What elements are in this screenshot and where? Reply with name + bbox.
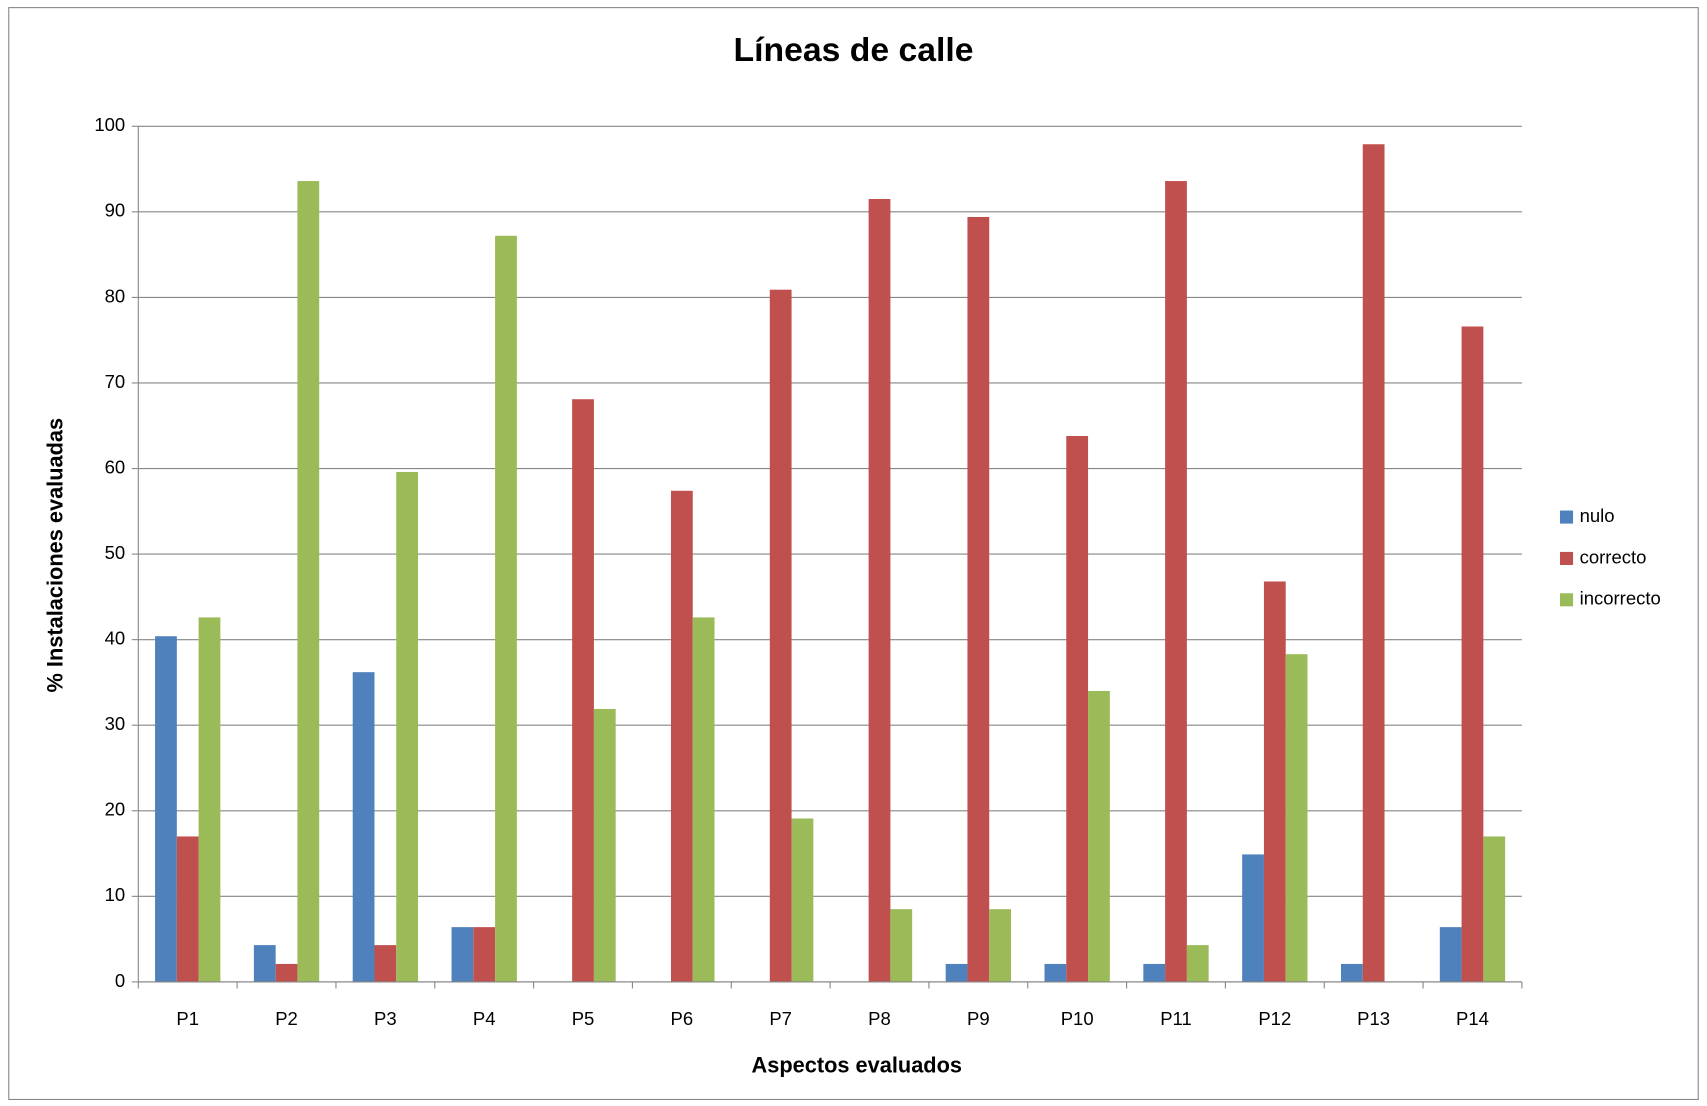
y-tick-label: 90 — [105, 200, 126, 221]
bar — [473, 927, 496, 982]
y-tick-label: 100 — [94, 114, 125, 135]
bar — [1362, 144, 1385, 982]
bar — [593, 708, 616, 982]
bar — [791, 818, 814, 982]
y-tick-label: 70 — [105, 371, 126, 392]
legend-swatch — [1559, 510, 1574, 524]
bar — [769, 289, 792, 982]
x-tick-label: P1 — [176, 1008, 199, 1029]
x-tick-label: P7 — [769, 1008, 792, 1029]
chart-title: Líneas de calle — [733, 31, 973, 69]
bar — [1340, 963, 1363, 982]
legend-label: nulo — [1580, 505, 1615, 526]
bar — [989, 909, 1011, 982]
bar — [1186, 945, 1209, 982]
x-tick-label: P3 — [374, 1008, 397, 1029]
x-tick-label: P2 — [275, 1008, 298, 1029]
legend-label: correcto — [1580, 546, 1647, 567]
bar — [1165, 181, 1187, 982]
y-tick-label: 60 — [105, 456, 126, 477]
bar — [1066, 436, 1089, 982]
bar — [1461, 326, 1484, 982]
y-tick-label: 10 — [105, 884, 126, 905]
legend-swatch — [1559, 593, 1574, 607]
x-tick-label: P8 — [868, 1008, 891, 1029]
bar — [1439, 927, 1462, 982]
bar — [670, 490, 693, 982]
bar — [253, 945, 276, 982]
bar — [396, 471, 419, 982]
legend-label: incorrecto — [1580, 588, 1661, 609]
bar — [868, 199, 891, 982]
x-tick-label: P14 — [1456, 1008, 1489, 1029]
bar — [572, 399, 594, 982]
bar — [692, 617, 715, 982]
y-tick-label: 30 — [105, 713, 126, 734]
bar — [155, 636, 177, 982]
bar — [967, 216, 990, 982]
y-tick-label: 50 — [105, 542, 126, 563]
bar — [1483, 836, 1506, 982]
y-axis-label: % Instalaciones evaluadas — [42, 418, 67, 693]
bar — [297, 181, 320, 982]
bar — [1242, 854, 1264, 982]
bar — [176, 836, 199, 982]
x-tick-label: P13 — [1357, 1008, 1390, 1029]
x-axis-label: Aspectos evaluados — [752, 1053, 962, 1078]
bar — [1143, 963, 1166, 982]
bar — [275, 963, 298, 982]
bar — [198, 617, 221, 982]
x-tick-label: P4 — [473, 1008, 496, 1029]
bar — [451, 927, 474, 982]
bar — [890, 909, 913, 982]
y-tick-label: 40 — [105, 628, 126, 649]
x-tick-label: P9 — [967, 1008, 990, 1029]
x-tick-label: P6 — [671, 1008, 694, 1029]
bar — [495, 235, 517, 982]
bar — [352, 672, 375, 982]
bar — [945, 963, 968, 982]
y-tick-label: 20 — [105, 799, 126, 820]
legend-swatch — [1559, 551, 1574, 565]
x-tick-label: P11 — [1160, 1008, 1192, 1029]
x-tick-label: P12 — [1258, 1008, 1291, 1029]
bar — [1088, 690, 1110, 982]
bar — [1263, 581, 1286, 982]
x-tick-label: P5 — [572, 1008, 595, 1029]
y-tick-label: 80 — [105, 285, 126, 306]
bar — [1044, 963, 1067, 982]
x-tick-label: P10 — [1061, 1008, 1094, 1029]
y-tick-label: 0 — [115, 970, 125, 991]
bar — [1285, 654, 1308, 982]
bar — [374, 945, 397, 982]
